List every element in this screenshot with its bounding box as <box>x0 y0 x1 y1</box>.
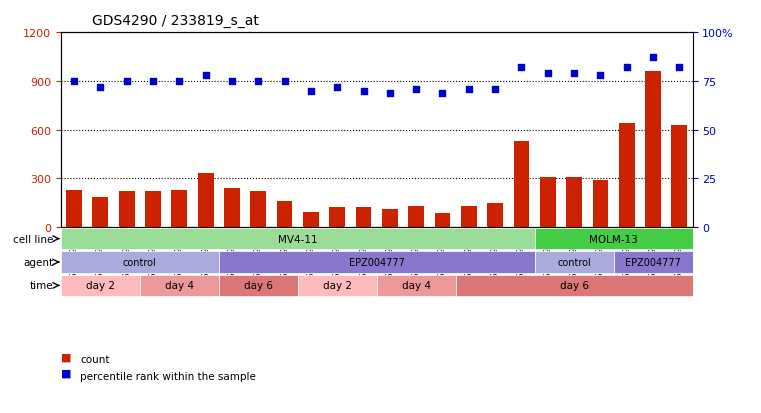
Bar <box>303 212 319 228</box>
Text: MV4-11: MV4-11 <box>278 234 317 244</box>
Text: EPZ004777: EPZ004777 <box>625 257 681 267</box>
Point <box>673 65 686 71</box>
Text: cell line: cell line <box>13 234 53 244</box>
Text: day 6: day 6 <box>244 281 272 291</box>
Point <box>199 73 212 79</box>
Text: MOLM-13: MOLM-13 <box>589 234 638 244</box>
Point <box>305 88 317 95</box>
Text: GDS4290 / 233819_s_at: GDS4290 / 233819_s_at <box>93 14 260 28</box>
Bar <box>93 197 108 228</box>
Bar <box>408 206 424 228</box>
Point <box>463 86 475 93</box>
Bar <box>593 180 608 228</box>
Bar <box>277 202 292 228</box>
Bar <box>645 72 661 228</box>
Bar <box>534 252 613 273</box>
Point <box>252 78 264 85</box>
Text: day 2: day 2 <box>86 281 115 291</box>
Point <box>621 65 633 71</box>
Text: day 2: day 2 <box>323 281 352 291</box>
Bar <box>456 275 693 296</box>
Text: control: control <box>557 257 591 267</box>
Text: day 4: day 4 <box>402 281 431 291</box>
Point <box>542 71 554 77</box>
Point <box>410 86 422 93</box>
Point <box>594 73 607 79</box>
Bar <box>198 174 214 228</box>
Bar <box>487 204 503 228</box>
Text: agent: agent <box>23 257 53 267</box>
Text: control: control <box>123 257 157 267</box>
Bar <box>613 252 693 273</box>
Text: count: count <box>80 354 110 364</box>
Text: percentile rank within the sample: percentile rank within the sample <box>80 371 256 381</box>
Bar <box>330 207 345 228</box>
Point <box>489 86 501 93</box>
Point <box>331 84 343 91</box>
Bar <box>566 177 582 228</box>
Text: ■: ■ <box>61 368 72 378</box>
Point <box>279 78 291 85</box>
Text: day 4: day 4 <box>165 281 194 291</box>
Point <box>568 71 580 77</box>
Bar <box>382 209 398 228</box>
Bar <box>61 252 219 273</box>
Point <box>174 78 186 85</box>
Text: day 6: day 6 <box>559 281 588 291</box>
Point <box>120 78 132 85</box>
Bar <box>514 142 530 228</box>
Bar <box>119 192 135 228</box>
Point <box>358 88 370 95</box>
Text: time: time <box>30 281 53 291</box>
Bar <box>171 191 187 228</box>
Bar <box>435 214 451 228</box>
Bar <box>219 252 534 273</box>
Text: ■: ■ <box>61 351 72 361</box>
Bar <box>61 275 140 296</box>
Point <box>647 55 659 62</box>
Point <box>436 90 448 97</box>
Bar <box>355 208 371 228</box>
Bar <box>61 228 534 249</box>
Bar <box>461 206 476 228</box>
Bar <box>140 275 219 296</box>
Bar <box>540 177 556 228</box>
Bar <box>671 126 687 228</box>
Bar <box>219 275 298 296</box>
Bar <box>145 192 161 228</box>
Text: EPZ004777: EPZ004777 <box>349 257 405 267</box>
Bar <box>250 192 266 228</box>
Bar <box>377 275 456 296</box>
Bar <box>534 228 693 249</box>
Point <box>68 78 80 85</box>
Point <box>384 90 396 97</box>
Bar <box>298 275 377 296</box>
Point <box>94 84 107 91</box>
Point <box>226 78 238 85</box>
Bar <box>66 190 82 228</box>
Bar <box>224 188 240 228</box>
Point <box>515 65 527 71</box>
Bar <box>619 124 635 228</box>
Point <box>147 78 159 85</box>
